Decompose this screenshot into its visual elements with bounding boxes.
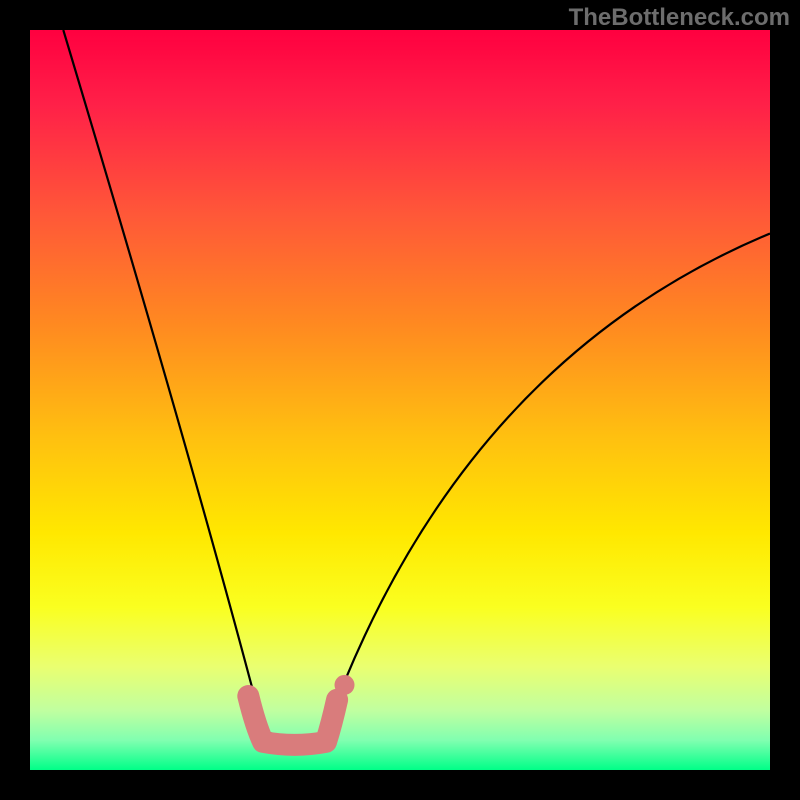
chart-svg [0,0,800,800]
highlight-marker [335,675,355,695]
chart-gradient-bg [30,30,770,770]
watermark-text: TheBottleneck.com [569,4,790,32]
bottleneck-chart: TheBottleneck.com [0,0,800,800]
